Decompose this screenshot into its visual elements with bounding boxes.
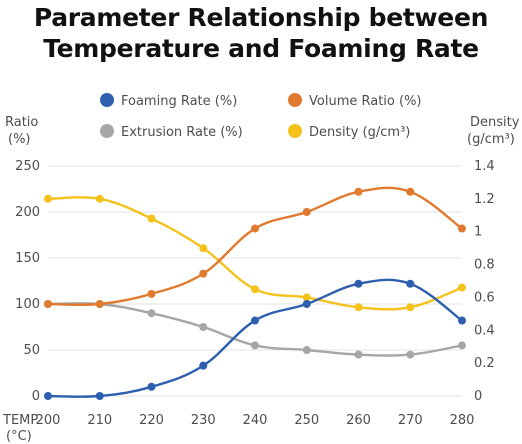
- density-g-cm-point: [354, 303, 363, 312]
- x-tick-label: 260: [346, 413, 371, 428]
- chart-title-line-1: Parameter Relationship between: [33, 3, 489, 32]
- right-tick-label: 1: [474, 225, 482, 240]
- x-tick-label: 270: [398, 413, 423, 428]
- foaming-rate-point: [199, 361, 208, 370]
- volume-ratio-point: [406, 187, 415, 196]
- left-tick-label: 200: [15, 205, 40, 220]
- x-tick-label: 240: [243, 413, 268, 428]
- foaming-rate-legend-label: Foaming Rate (%): [121, 94, 237, 109]
- right-tick-label: 0.6: [474, 290, 495, 305]
- density-g-cm-point: [251, 285, 259, 294]
- extrusion-rate-point: [251, 341, 259, 350]
- x-axis-unit: (°C): [6, 429, 32, 444]
- foaming-rate-legend-marker: [100, 93, 114, 107]
- legend: Foaming Rate (%) Volume Ratio (%) Extrusio…: [100, 93, 422, 140]
- left-axis-label-line-2: (%): [8, 132, 31, 147]
- foaming-rate-line: [47, 278, 463, 398]
- right-axis-ticks: 0 0.2 0.4 0.6 0.8 1 1.2 1.4: [474, 159, 495, 404]
- right-tick-label: 1.2: [474, 192, 495, 207]
- foaming-rate-point: [95, 392, 104, 400]
- volume-ratio-legend-marker: [288, 93, 302, 107]
- volume-ratio-point: [251, 224, 259, 233]
- density-g-cm-point: [458, 283, 466, 292]
- foaming-rate-point: [302, 300, 311, 308]
- volume-ratio-point: [354, 187, 363, 196]
- volume-ratio-legend-label: Volume Ratio (%): [309, 94, 422, 109]
- foaming-rate-point: [251, 316, 259, 325]
- x-axis-label: TEMP: [2, 413, 38, 428]
- x-axis-ticks: 200 210 220 230 240 250 260 270 280: [36, 413, 475, 428]
- left-axis-label-line-1: Ratio: [5, 115, 38, 130]
- volume-ratio-point: [458, 224, 466, 233]
- extrusion-rate-point: [458, 341, 466, 350]
- x-tick-label: 250: [294, 413, 319, 428]
- left-tick-label: 0: [32, 389, 40, 404]
- right-axis-label-line-1: Density: [470, 115, 520, 130]
- volume-ratio-point: [199, 269, 208, 278]
- density-g-cm-point: [44, 194, 52, 203]
- extrusion-rate-point: [406, 350, 415, 359]
- volume-ratio-point: [95, 300, 104, 308]
- volume-ratio-point: [302, 208, 311, 216]
- density-g-cm-point: [199, 244, 208, 253]
- extrusion-rate-legend-label: Extrusion Rate (%): [121, 125, 243, 140]
- extrusion-rate-point: [302, 346, 311, 354]
- extrusion-rate-point: [147, 309, 156, 318]
- x-tick-label: 210: [87, 413, 112, 428]
- density-g-cm-legend-label: Density (g/cm³): [309, 125, 410, 140]
- right-axis-label-line-2: (g/cm³): [467, 132, 515, 147]
- volume-ratio-point: [147, 289, 156, 298]
- density-g-cm-legend-marker: [288, 124, 302, 138]
- foaming-rate-point: [354, 279, 363, 288]
- extrusion-rate-point: [199, 323, 208, 331]
- series-points: [44, 187, 466, 400]
- x-tick-label: 200: [36, 413, 61, 428]
- x-tick-label: 230: [191, 413, 216, 428]
- foaming-rate-point: [406, 279, 415, 288]
- left-tick-label: 50: [23, 343, 40, 358]
- right-tick-label: 0.2: [474, 356, 495, 371]
- right-tick-label: 1.4: [474, 159, 495, 174]
- right-tick-label: 0: [474, 389, 482, 404]
- foaming-rate-point: [147, 382, 156, 391]
- right-tick-label: 0.4: [474, 323, 495, 338]
- density-g-cm-point: [302, 293, 311, 302]
- density-g-cm-point: [406, 303, 415, 312]
- right-tick-label: 0.8: [474, 258, 495, 273]
- density-g-cm-point: [95, 194, 104, 203]
- x-tick-label: 220: [139, 413, 164, 428]
- volume-ratio-point: [44, 300, 52, 308]
- extrusion-rate-point: [354, 350, 363, 359]
- foaming-rate-point: [458, 316, 466, 325]
- left-tick-label: 250: [15, 159, 40, 174]
- left-axis-ticks: 0 50 100 150 200 250: [15, 159, 40, 404]
- density-g-cm-point: [147, 214, 156, 223]
- chart-title: Parameter Relationship between Temperatu…: [0, 2, 522, 64]
- left-tick-label: 100: [15, 297, 40, 312]
- x-tick-label: 280: [450, 413, 475, 428]
- foaming-rate-point: [44, 392, 52, 400]
- chart-title-line-2: Temperature and Foaming Rate: [43, 34, 479, 63]
- left-tick-label: 150: [15, 251, 40, 266]
- gridlines: [48, 165, 462, 397]
- extrusion-rate-legend-marker: [100, 124, 114, 138]
